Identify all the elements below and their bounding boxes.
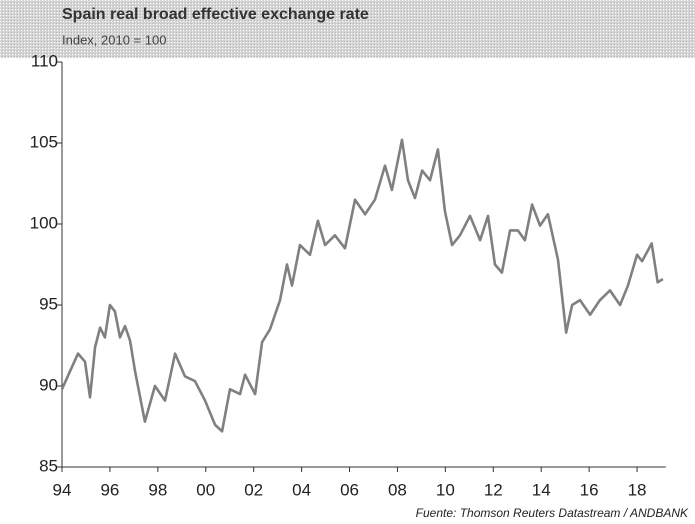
- x-tick-label: 18: [628, 480, 647, 499]
- x-tick-label: 96: [100, 480, 119, 499]
- y-tick-label: 105: [30, 132, 58, 151]
- x-tick-label: 94: [53, 480, 72, 499]
- x-tick-label: 16: [580, 480, 599, 499]
- x-tick-label: 14: [532, 480, 551, 499]
- y-tick-label: 100: [30, 213, 58, 232]
- x-tick-label: 12: [484, 480, 503, 499]
- header-band: [0, 0, 695, 58]
- y-tick-label: 110: [31, 51, 58, 70]
- x-tick-label: 08: [388, 480, 407, 499]
- x-tick-label: 02: [244, 480, 263, 499]
- y-tick-label: 85: [39, 456, 58, 475]
- source-note: Fuente: Thomson Reuters Datastream / AND…: [416, 506, 689, 520]
- data-line: [60, 138, 664, 433]
- x-tick-label: 04: [292, 480, 311, 499]
- y-tick-label: 95: [39, 294, 58, 313]
- chart-subtitle: Index, 2010 = 100: [62, 32, 166, 47]
- chart-title: Spain real broad effective exchange rate: [62, 6, 369, 23]
- y-tick-label: 90: [39, 375, 58, 394]
- x-tick-label: 98: [148, 480, 167, 499]
- x-tick-label: 10: [436, 480, 455, 499]
- x-tick-label: 00: [196, 480, 215, 499]
- x-tick-label: 06: [340, 480, 359, 499]
